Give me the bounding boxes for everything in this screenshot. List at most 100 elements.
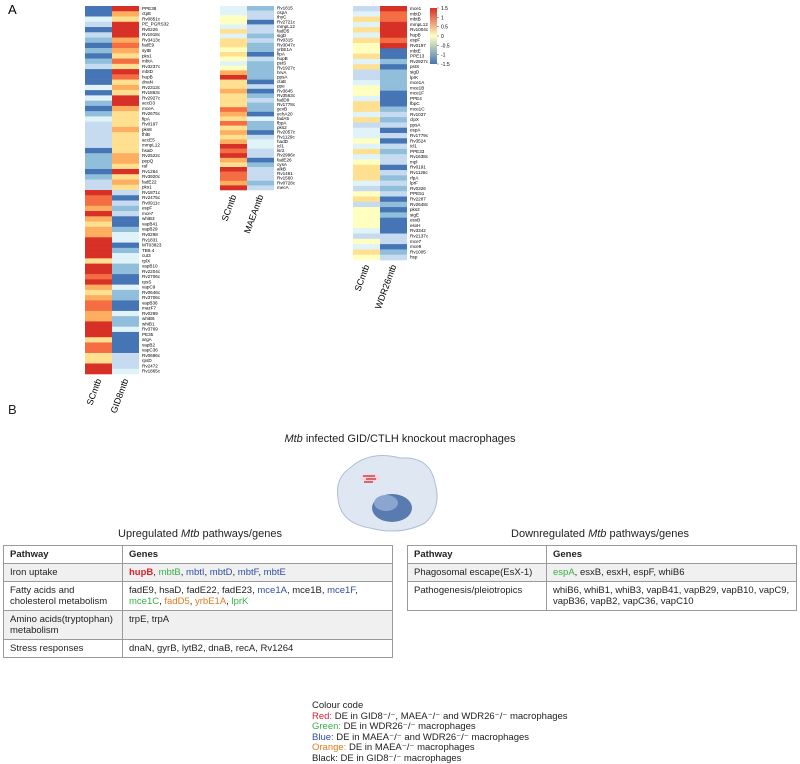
colour-name: Black: [312,753,338,764]
heatmap-cell [85,211,112,217]
gene-label: pks2 [410,207,420,212]
heatmap-cell [247,126,274,131]
heatmap-cell [380,223,407,229]
heatmap-cell [85,232,112,238]
heatmap-cell [112,264,139,270]
heatmap-cell [112,190,139,196]
heatmap-cell [112,127,139,133]
gene: mbtB [153,567,180,578]
gene-label: sigE [410,212,419,217]
heatmap-cell [353,159,380,165]
heatmap-cell [85,59,112,65]
title-part: pathways/genes [199,528,282,540]
gene-label: ppsA [410,122,421,127]
heatmap-cell [112,101,139,107]
gene-label: Rv0298 [142,232,158,237]
heatmap-cell [247,167,274,172]
heatmap-cell [85,369,112,375]
gene-label: dnaN [142,80,153,85]
heatmap-cell [112,106,139,112]
gene-label: Rv1037 [410,112,426,117]
heatmap-cell [380,255,407,261]
heatmap-cell [112,90,139,96]
heatmap-cell [247,172,274,177]
heatmap-cell [247,149,274,154]
pathway-cell: Pathogenesis/pleiotropics [408,582,547,611]
macrophage-illustration [330,448,445,536]
heatmap-cell [353,54,380,60]
gene-label: Rv1005 [410,249,426,254]
heatmap-cell [112,195,139,201]
gene-label: Rv2648c [410,202,429,207]
gene-label: vapB36 [142,300,158,305]
heatmap-cell [220,6,247,11]
gene-label: argA [142,337,153,342]
heatmap-cell [85,95,112,101]
heatmap-cell [85,311,112,317]
heatmap-cell [220,144,247,149]
heatmap-cell [112,353,139,359]
heatmap-cell [353,128,380,134]
heatmap-cell [380,11,407,17]
gene-label: rpsD [142,358,152,363]
gene-label: Rv0299 [142,311,158,316]
heatmap-cell [220,139,247,144]
heatmap-cell [353,80,380,86]
heatmap-cell [353,32,380,38]
heatmap-cell [220,176,247,181]
heatmap-cell [380,228,407,234]
gene-label: mbtB [410,17,421,22]
heatmap-cell [220,20,247,25]
heatmap-cell [112,321,139,327]
column-label: WDR26mtb [373,263,398,310]
gene-label: ctpE [142,11,151,16]
heatmap-cell [247,121,274,126]
heatmap-cell [85,253,112,259]
gene: vapC10 [655,596,693,607]
heatmap-cell [353,244,380,250]
column-label: SCmtb [353,263,372,292]
heatmap-cell [112,285,139,291]
gene-label: Rv0851c [142,16,161,21]
heatmap-cell [85,327,112,333]
figure-title: Mtb infected GID/CTLH knockout macrophag… [200,433,600,445]
heatmap-cell [353,107,380,113]
heatmap-cell [112,74,139,80]
heatmap-cell [380,170,407,176]
heatmap-cell [380,133,407,139]
gene-label: espA [410,128,421,133]
heatmap-cell [247,103,274,108]
heatmap-cell [85,306,112,312]
heatmap-cell [353,223,380,229]
gene-label: Rv2675c [142,111,161,116]
gene: mce1F [322,585,355,596]
heatmap-cell [112,279,139,285]
heatmap-cell [85,269,112,275]
heatmap-cell [112,311,139,317]
pathway-cell: Stress responses [4,640,123,658]
heatmap-cell [85,295,112,301]
heatmap-cell [220,158,247,163]
heatmap-cell [220,89,247,94]
gene: mbtI [181,567,205,578]
gene: recA [230,643,255,654]
heatmap-cell [380,149,407,155]
gene-label: Rv2287 [410,196,426,201]
heatmap-cell [380,122,407,128]
heatmap-cell [247,38,274,43]
gene-label: Rv2522c [142,153,161,158]
colour-name: Orange: [312,742,346,753]
heatmap-cell [85,32,112,38]
heatmap-cell [112,6,139,12]
table-title: Upregulated Mtb pathways/genes [70,528,330,540]
scale-tick-label: 0 [441,34,444,40]
colour-name: Red: [312,711,332,722]
header-cell: Genes [547,546,797,564]
heatmap-cell [353,186,380,192]
heatmap-cell [112,48,139,54]
header-cell: Pathway [4,546,123,564]
heatmap-cell [112,27,139,33]
pathway-cell: Amino acids(tryptophan) metabolism [4,611,123,640]
gene: vapB29 [679,585,717,596]
